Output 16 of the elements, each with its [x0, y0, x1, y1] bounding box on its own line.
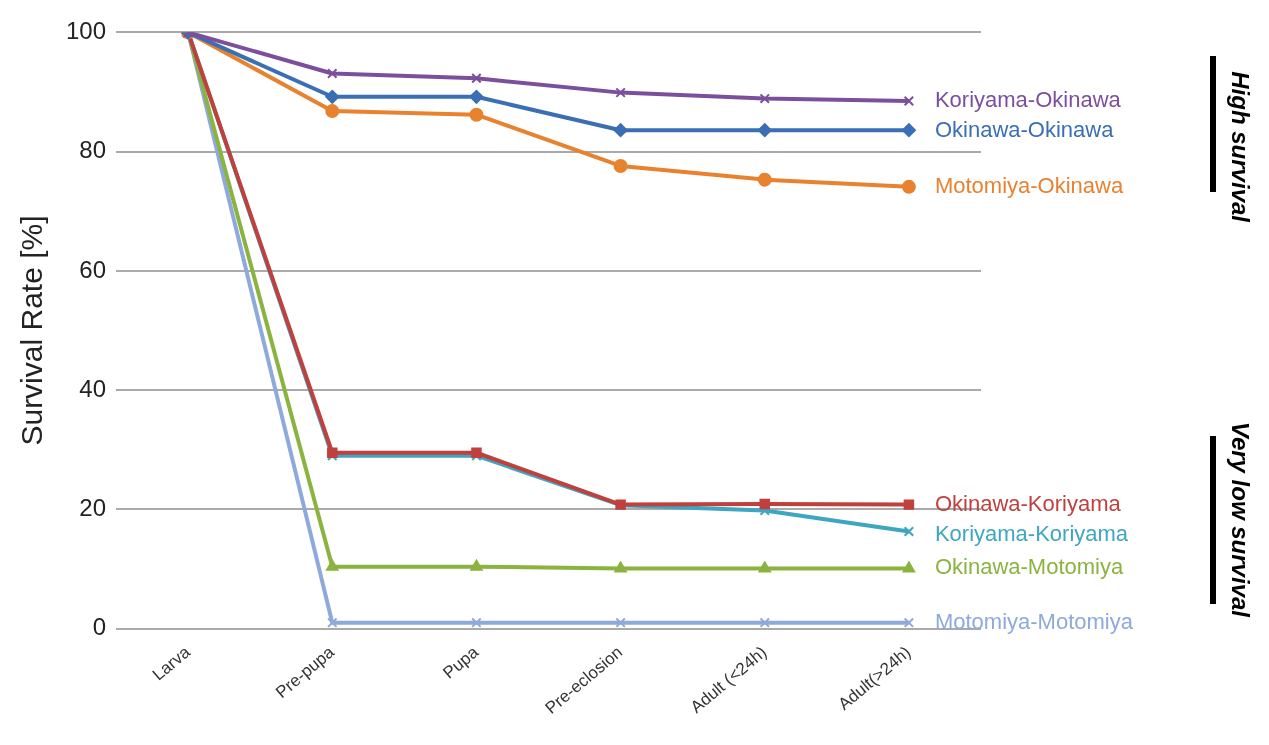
y-tick-label: 0 — [92, 613, 107, 641]
series-label: Koriyama-Koriyama — [934, 520, 1129, 546]
y-tick-label: 100 — [66, 17, 107, 45]
y-tick-label: 20 — [79, 494, 107, 522]
text: High survival — [1227, 71, 1255, 224]
y-tick-label: 60 — [79, 255, 107, 283]
series-label: Okinawa-Koriyama — [934, 490, 1122, 516]
y-tick-label: 40 — [79, 374, 107, 402]
series-label: Motomiya-Motomiya — [934, 608, 1134, 634]
y-axis-title: Survival Rate [%] — [15, 215, 49, 446]
series-label: Motomiya-Okinawa — [934, 172, 1124, 198]
series-label: Koriyama-Okinawa — [934, 87, 1122, 113]
series-label: Okinawa-Motomiya — [934, 554, 1124, 580]
series-label: Okinawa-Okinawa — [934, 117, 1115, 143]
text: Very low survival — [1227, 421, 1255, 619]
y-tick-label: 80 — [79, 136, 107, 164]
